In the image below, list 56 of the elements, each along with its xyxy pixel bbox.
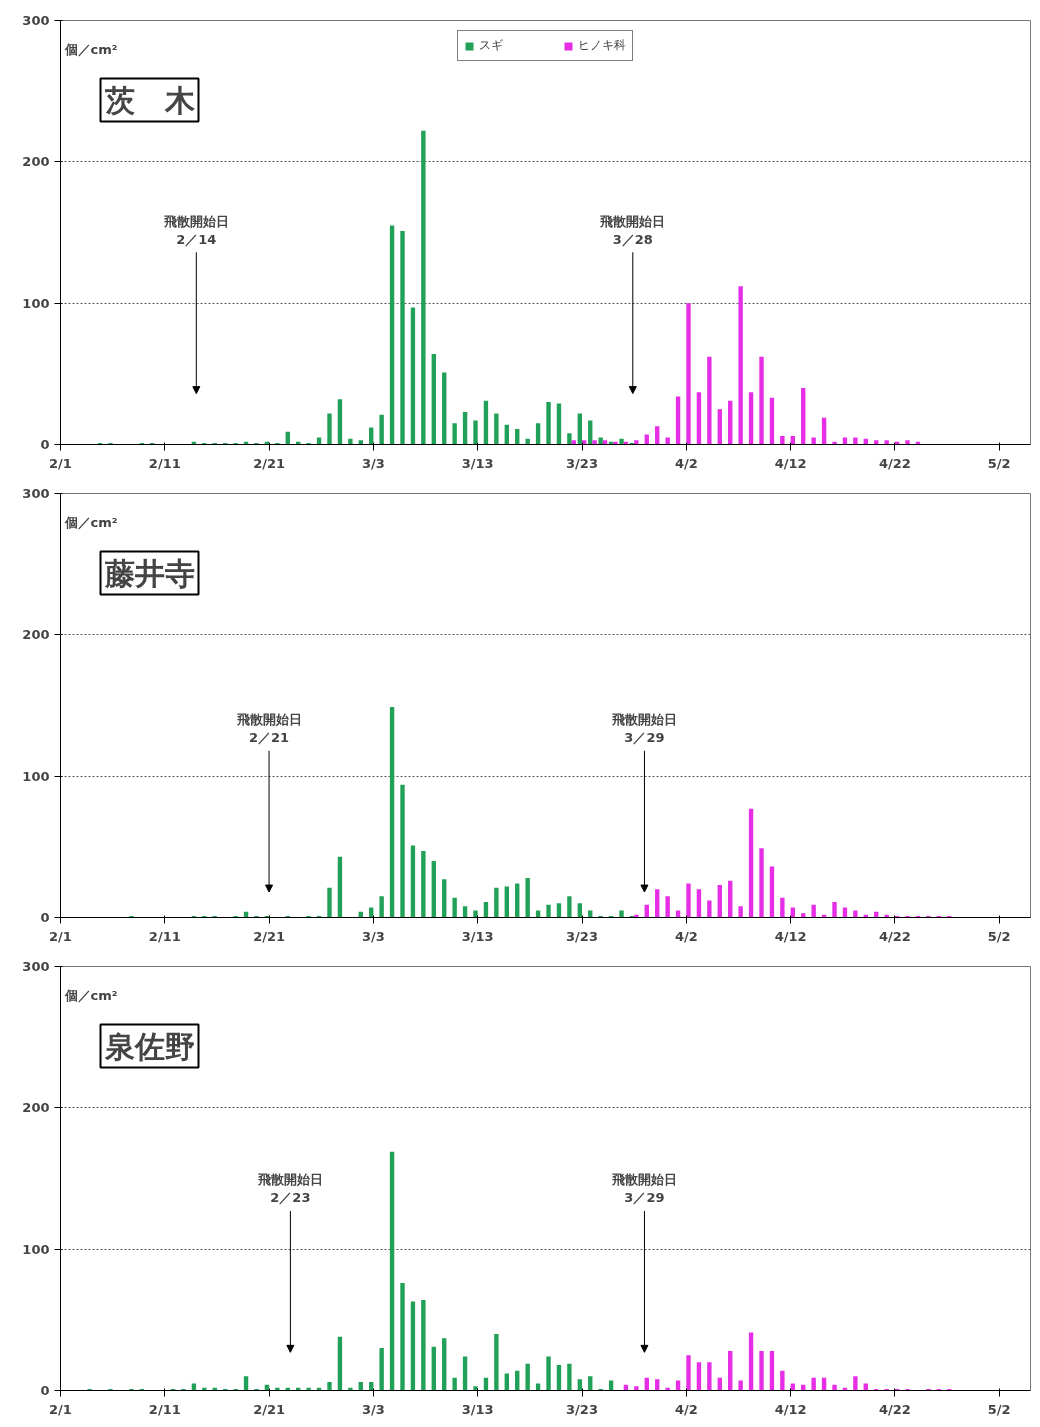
x-tick-label: 4/22 [878,1401,911,1417]
legend-label: スギ [479,37,503,54]
x-tick-label: 4/22 [878,455,911,471]
y-tick-label: 100 [22,768,50,784]
y-axis-title: 個／cm² [63,41,118,57]
annotation: 飛散開始日 2／14 [162,213,229,247]
text: 藤井寺 [103,555,195,591]
text: 茨 木 [103,82,196,118]
annotation: 飛散開始日 3／29 [610,712,677,746]
x-tick-label: 2/21 [253,455,286,471]
x-tick-label: 2/1 [49,455,72,471]
x-tick-label: 4/2 [674,1401,698,1417]
y-tick-label: 300 [22,486,50,501]
x-tick-label: 2/11 [148,928,181,944]
x-tick-label: 3/3 [361,1401,385,1417]
x-tick-label: 2/11 [148,1401,181,1417]
x-tick-label: 3/23 [566,455,598,471]
x-tick-label: 4/2 [674,455,698,471]
y-axis-title: 個／cm² [63,514,118,530]
y-tick-label: 0 [40,437,50,452]
x-tick-label: 4/12 [774,1401,807,1417]
y-axis-title: 個／cm² [63,987,118,1003]
legend-label: ヒノキ科 [578,37,626,54]
x-tick-label: 4/22 [878,928,911,944]
x-tick-label: 2/1 [49,928,72,944]
y-tick-label: 200 [22,627,50,643]
y-tick-label: 300 [22,13,50,28]
x-tick-label: 3/3 [361,928,385,944]
annotation: 飛散開始日 2／23 [256,1172,323,1206]
x-tick-label: 5/2 [987,455,1011,471]
annotation: 飛散開始日 3／28 [599,213,666,247]
y-tick-label: 200 [22,1100,50,1116]
x-tick-label: 3/13 [461,928,494,944]
annotation: 飛散開始日 3／29 [610,1172,677,1206]
annotation: 飛散開始日 2／21 [235,712,302,746]
x-tick-label: 4/12 [774,455,807,471]
text: 泉佐野 [103,1028,195,1064]
x-tick-label: 2/1 [49,1401,72,1417]
x-tick-label: 4/12 [774,928,807,944]
x-tick-label: 2/21 [253,928,286,944]
y-tick-label: 100 [22,295,50,311]
x-tick-label: 2/21 [253,1401,286,1417]
x-tick-label: 5/2 [987,1401,1011,1417]
y-tick-label: 0 [40,1383,50,1398]
x-tick-label: 3/23 [566,1401,598,1417]
x-tick-label: 2/11 [148,455,181,471]
y-tick-label: 300 [22,959,50,974]
y-tick-label: 100 [22,1241,50,1257]
x-tick-label: 3/13 [461,455,494,471]
y-tick-label: 200 [22,154,50,170]
x-tick-label: 5/2 [987,928,1011,944]
x-tick-label: 3/23 [566,928,598,944]
x-tick-label: 3/13 [461,1401,494,1417]
x-tick-label: 3/3 [361,455,385,471]
x-tick-label: 4/2 [674,928,698,944]
y-tick-label: 0 [40,910,50,925]
